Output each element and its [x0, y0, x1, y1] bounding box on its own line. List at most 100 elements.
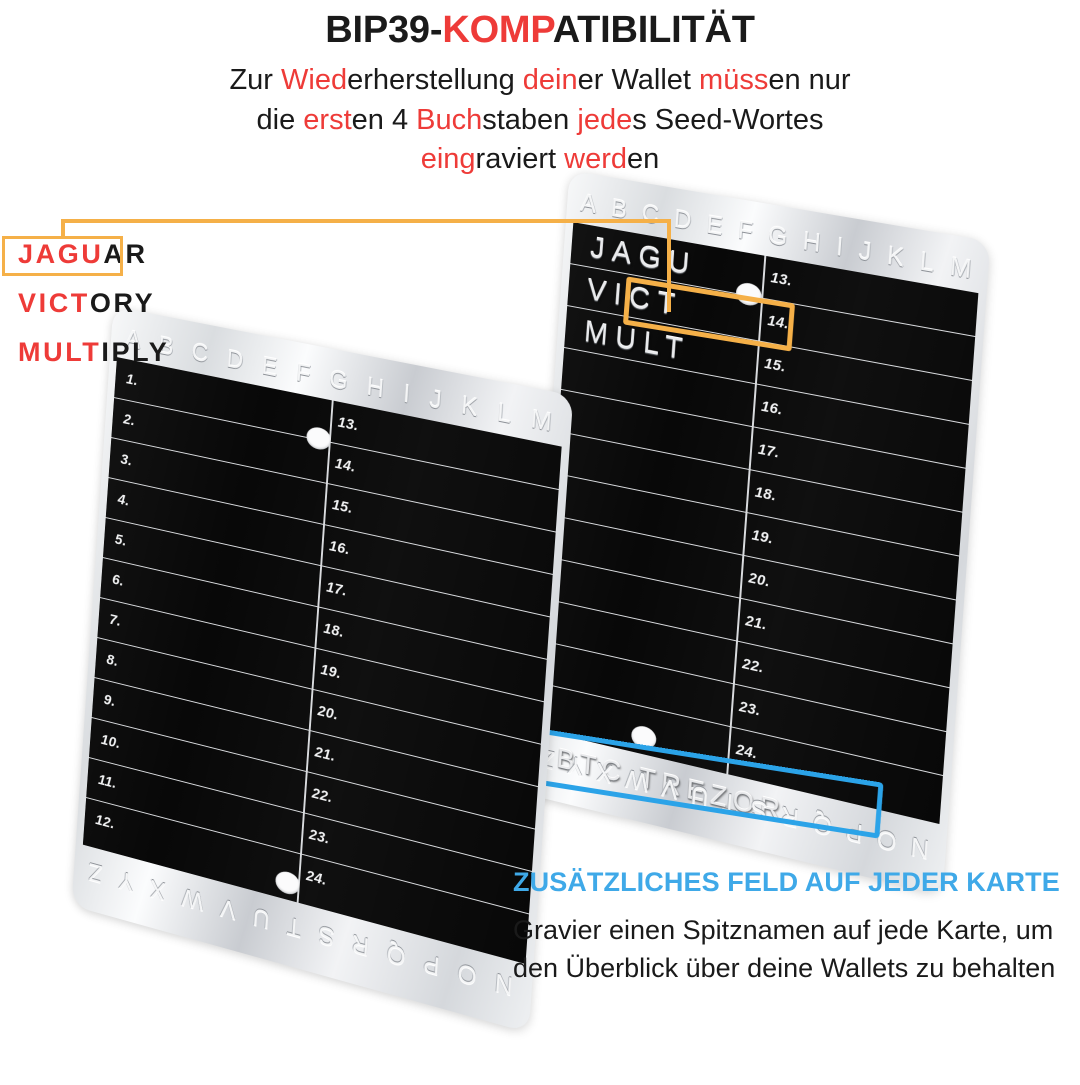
alphabet-letter: S	[749, 793, 769, 826]
text-run: staben	[482, 103, 578, 136]
alphabet-letter: I	[835, 232, 845, 262]
text-run: erherstellung	[347, 64, 523, 96]
page-subtitle: Zur Wiederherstellung deiner Wallet müss…	[0, 52, 1080, 180]
text-run: erst	[303, 103, 352, 136]
alphabet-letter: K	[460, 390, 479, 422]
example-word-jaguar: JAGU AR	[18, 232, 169, 276]
alphabet-letter: W	[180, 882, 205, 916]
back-card-number: 14.	[766, 311, 790, 333]
text-run: en nur	[768, 64, 851, 96]
word-suffix: IPLY	[101, 336, 170, 367]
alphabet-letter: R	[350, 928, 371, 962]
alphabet-letter: U	[251, 902, 271, 935]
row-line	[100, 597, 544, 703]
example-word-victory: VICT ORY	[18, 281, 169, 325]
alphabet-letter: G	[328, 364, 349, 396]
alphabet-letter: Y	[117, 865, 135, 897]
alphabet-letter: W	[624, 763, 650, 797]
alphabet-letter: L	[496, 397, 513, 429]
alphabet-letter: M	[948, 251, 973, 285]
alphabet-letter: D	[672, 204, 693, 236]
alphabet-letter: L	[918, 246, 936, 278]
front-card-number: 6.	[111, 570, 125, 590]
back-card-rows	[536, 222, 978, 824]
example-word-list: JAGU AR VICT ORY MULT IPLY	[18, 232, 169, 374]
callout-body: Gravier einen Spitznamen auf jede Karte,…	[513, 915, 1056, 983]
row-line	[97, 637, 541, 745]
alphabet-letter: A	[579, 188, 598, 219]
text-run: die	[256, 103, 304, 136]
alphabet-letter: E	[705, 210, 725, 241]
alphabet-letter: I	[402, 379, 412, 409]
alphabet-letter: Z	[87, 857, 104, 889]
subtitle-line: die ersten 4 Buchstaben jedes Seed-Worte…	[0, 101, 1080, 141]
text-run: s Seed-Wortes	[632, 103, 824, 136]
row-line	[542, 640, 947, 733]
text-run: BIP39-	[325, 9, 443, 51]
row-line	[102, 557, 547, 660]
alphabet-letter: U	[689, 779, 710, 812]
text-run: en 4	[351, 103, 417, 136]
subtitle-line: Zur Wiederherstellung deiner Wallet müss…	[0, 61, 1080, 101]
back-card-number: 13.	[770, 269, 793, 290]
alphabet-letter: Y	[566, 750, 585, 782]
callout-title: ZUSÄTZLICHES FELD AUF JEDER KARTE	[513, 867, 1060, 897]
text-run: müss	[699, 64, 769, 96]
alphabet-letter: S	[317, 919, 336, 952]
text-run: jede	[577, 103, 633, 136]
text-run: Zur	[229, 64, 281, 96]
word-prefix: JAGU	[18, 238, 104, 269]
page-title: BIP39-KOMPATIBILITÄT	[0, 0, 1080, 52]
alphabet-letter: P	[422, 948, 441, 981]
extra-field-callout: ZUSÄTZLICHES FELD AUF JEDER KARTE Gravie…	[513, 864, 1073, 987]
word-suffix: AR	[103, 238, 148, 269]
alphabet-letter: C	[640, 199, 661, 230]
alphabet-letter: H	[365, 372, 386, 404]
alphabet-letter: B	[610, 193, 629, 225]
alphabet-letter: V	[219, 893, 237, 925]
alphabet-letter: J	[857, 236, 873, 267]
alphabet-letter: T	[285, 911, 303, 943]
alphabet-letter: D	[225, 344, 245, 376]
word-suffix: ORY	[89, 287, 156, 318]
alphabet-letter: X	[595, 756, 614, 789]
alphabet-letter: M	[530, 404, 554, 437]
alphabet-letter: K	[886, 241, 906, 273]
header: BIP39-KOMPATIBILITÄT Zur Wiederherstellu…	[0, 0, 1080, 180]
alphabet-letter: P	[844, 816, 864, 849]
alphabet-letter: F	[736, 215, 755, 246]
alphabet-letter: N	[493, 967, 514, 1001]
alphabet-letter: F	[295, 358, 312, 389]
front-card-number: 5.	[114, 530, 128, 550]
front-card-number: 8.	[106, 651, 119, 671]
text-run: dein	[522, 64, 578, 96]
example-word-multiply: MULT IPLY	[18, 330, 169, 374]
alphabet-letter: O	[875, 823, 898, 857]
text-run: KOMP	[442, 9, 553, 51]
row-line	[94, 677, 538, 788]
row-line	[91, 717, 535, 830]
alphabet-letter: X	[148, 874, 167, 906]
alphabet-letter: O	[456, 957, 478, 991]
alphabet-letter: Q	[385, 938, 407, 972]
word-prefix: MULT	[18, 336, 102, 367]
text-run: er Wallet	[577, 64, 700, 96]
text-run: raviert	[475, 143, 565, 176]
alphabet-letter: V	[660, 772, 679, 805]
alphabet-letter: H	[801, 226, 823, 258]
alphabet-letter: E	[260, 351, 279, 382]
subtitle-line: eingraviert werden	[0, 140, 1080, 180]
alphabet-letter: N	[909, 831, 931, 865]
alphabet-letter: C	[190, 337, 210, 369]
text-run: ATIBILITÄT	[552, 9, 755, 51]
front-card-number: 7.	[108, 611, 122, 630]
text-run: eing	[420, 143, 476, 176]
text-run: Wied	[281, 64, 348, 96]
front-card-number: 9.	[103, 691, 117, 711]
front-card-number: 4.	[117, 490, 131, 510]
row-line	[108, 477, 553, 575]
alphabet-letter: G	[767, 220, 789, 252]
text-run: werd	[564, 143, 628, 176]
